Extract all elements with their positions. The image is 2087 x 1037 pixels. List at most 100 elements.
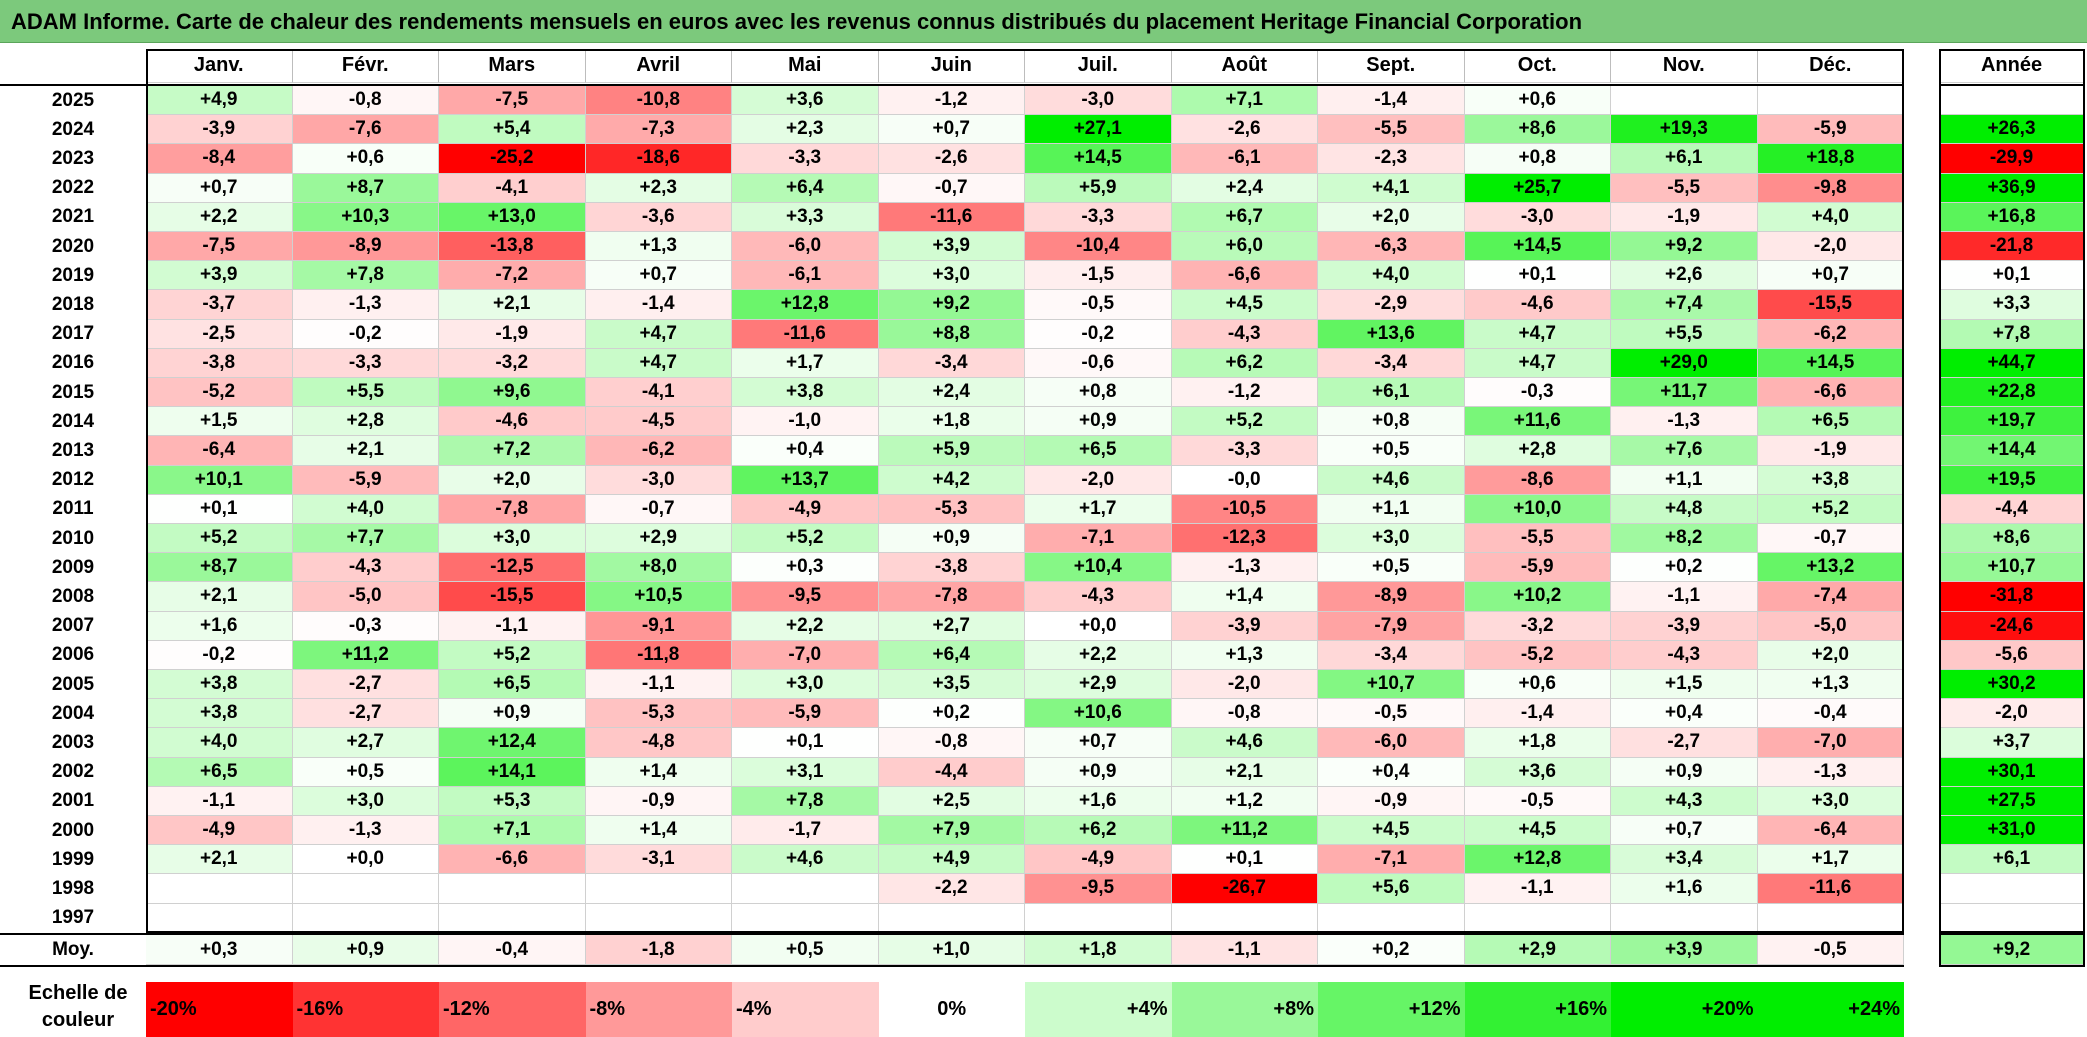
heatmap-cell: +0,1 xyxy=(1464,261,1611,291)
heatmap-cell: +3,8 xyxy=(146,670,293,700)
year-label: 2013 xyxy=(51,439,95,461)
heatmap-cell: +2,9 xyxy=(1025,670,1172,700)
heatmap-cell: +14,5 xyxy=(1464,232,1611,262)
heatmap-cell: +2,6 xyxy=(1611,261,1758,291)
heatmap-cell: +6,2 xyxy=(1171,348,1318,378)
heatmap-cell: -7,2 xyxy=(439,261,586,291)
heatmap-cell: +3,8 xyxy=(732,378,879,408)
heatmap-cell: +8,7 xyxy=(292,173,439,203)
heatmap-cell: -7,0 xyxy=(732,640,879,670)
heatmap-cell xyxy=(1611,86,1758,116)
heatmap-cell: -1,3 xyxy=(1757,757,1904,787)
year-label: 2025 xyxy=(51,89,95,111)
heatmap-cell: +4,9 xyxy=(878,845,1025,875)
annual-cell: +36,9 xyxy=(1939,173,2085,203)
heatmap-cell: +1,3 xyxy=(585,232,732,262)
heatmap-cell: +0,7 xyxy=(878,115,1025,145)
heatmap-cell: +5,2 xyxy=(1171,407,1318,437)
average-cell: -1,1 xyxy=(1171,935,1318,965)
heatmap-cell: +8,0 xyxy=(585,553,732,583)
heatmap-cell: +1,1 xyxy=(1611,465,1758,495)
heatmap-cell: -3,8 xyxy=(146,348,293,378)
year-label: 2008 xyxy=(51,585,95,607)
heatmap-cell: +4,3 xyxy=(1611,786,1758,816)
heatmap-cell: +7,2 xyxy=(439,436,586,466)
heatmap-cell: -9,5 xyxy=(732,582,879,612)
heatmap-cell: -8,9 xyxy=(292,232,439,262)
year-label: 2002 xyxy=(51,761,95,783)
heatmap-cell: -8,4 xyxy=(146,144,293,174)
heatmap-cell: +5,2 xyxy=(732,524,879,554)
heatmap-cell: -1,3 xyxy=(1611,407,1758,437)
heatmap-cell: -11,8 xyxy=(585,640,732,670)
heatmap-cell: +6,5 xyxy=(1025,436,1172,466)
year-label: 2005 xyxy=(51,673,95,695)
heatmap-cell: +0,4 xyxy=(732,436,879,466)
month-header: Août xyxy=(1171,49,1318,83)
heatmap-cell xyxy=(878,903,1025,933)
annual-cell: +6,1 xyxy=(1939,845,2085,875)
heatmap-cell: +12,8 xyxy=(732,290,879,320)
heatmap-cell: -0,2 xyxy=(292,319,439,349)
legend-swatch: +16% xyxy=(1464,982,1611,1037)
heatmap-cell: -7,6 xyxy=(292,115,439,145)
year-label: 2022 xyxy=(51,177,95,199)
heatmap-cell: +0,8 xyxy=(1025,378,1172,408)
heatmap-cell: -5,3 xyxy=(878,494,1025,524)
heatmap-cell: +3,8 xyxy=(146,699,293,729)
heatmap-cell xyxy=(585,874,732,904)
heatmap-cell: +0,8 xyxy=(1464,144,1611,174)
heatmap-cell: +4,6 xyxy=(732,845,879,875)
heatmap-cell: -9,8 xyxy=(1757,173,1904,203)
year-label: 2023 xyxy=(51,147,95,169)
heatmap-cell: -25,2 xyxy=(439,144,586,174)
heatmap-cell: +3,0 xyxy=(439,524,586,554)
heatmap-cell: +4,5 xyxy=(1464,816,1611,846)
heatmap-cell: +8,2 xyxy=(1611,524,1758,554)
annual-cell: +16,8 xyxy=(1939,202,2085,232)
heatmap-cell: +0,8 xyxy=(1318,407,1465,437)
heatmap-cell: +2,0 xyxy=(1318,202,1465,232)
heatmap-cell: +19,3 xyxy=(1611,115,1758,145)
heatmap-cell: -3,6 xyxy=(585,202,732,232)
heatmap-cell: -1,9 xyxy=(1757,436,1904,466)
annual-cell: -21,8 xyxy=(1939,232,2085,262)
heatmap-cell: +2,0 xyxy=(439,465,586,495)
heatmap-cell: -5,0 xyxy=(1757,611,1904,641)
heatmap-cell: +5,6 xyxy=(1318,874,1465,904)
heatmap-cell: +1,4 xyxy=(1171,582,1318,612)
heatmap-cell: -0,7 xyxy=(585,494,732,524)
heatmap-cell: -5,3 xyxy=(585,699,732,729)
heatmap-cell: +0,7 xyxy=(146,173,293,203)
heatmap-cell xyxy=(1025,903,1172,933)
annual-cell xyxy=(1939,903,2085,933)
heatmap-cell: -10,4 xyxy=(1025,232,1172,262)
heatmap-cell: +14,1 xyxy=(439,757,586,787)
heatmap-cell: -6,2 xyxy=(1757,319,1904,349)
heatmap-cell: -1,1 xyxy=(1464,874,1611,904)
heatmap-cell: +4,7 xyxy=(1464,319,1611,349)
heatmap-cell: +0,0 xyxy=(1025,611,1172,641)
heatmap-cell: +0,2 xyxy=(1611,553,1758,583)
heatmap-cell: -4,9 xyxy=(1025,845,1172,875)
heatmap-cell: -7,8 xyxy=(439,494,586,524)
heatmap-cell: +5,9 xyxy=(878,436,1025,466)
annual-cell: -29,9 xyxy=(1939,144,2085,174)
heatmap-cell: -0,5 xyxy=(1025,290,1172,320)
heatmap-cell: -2,7 xyxy=(1611,728,1758,758)
heatmap-cell: -1,3 xyxy=(292,290,439,320)
heatmap-cell: +1,1 xyxy=(1318,494,1465,524)
heatmap-cell: +6,7 xyxy=(1171,202,1318,232)
heatmap-cell: +4,7 xyxy=(585,348,732,378)
heatmap-cell: -6,1 xyxy=(1171,144,1318,174)
heatmap-cell: +2,1 xyxy=(292,436,439,466)
year-label: 2011 xyxy=(52,498,94,520)
heatmap-cell: -6,6 xyxy=(1757,378,1904,408)
heatmap-cell: +0,1 xyxy=(1171,845,1318,875)
heatmap-cell: +0,5 xyxy=(1318,436,1465,466)
heatmap-cell: -4,5 xyxy=(585,407,732,437)
average-label: Moy. xyxy=(52,939,94,960)
heatmap-cell: -6,6 xyxy=(439,845,586,875)
heatmap-cell: -3,8 xyxy=(878,553,1025,583)
heatmap-cell: +1,7 xyxy=(732,348,879,378)
